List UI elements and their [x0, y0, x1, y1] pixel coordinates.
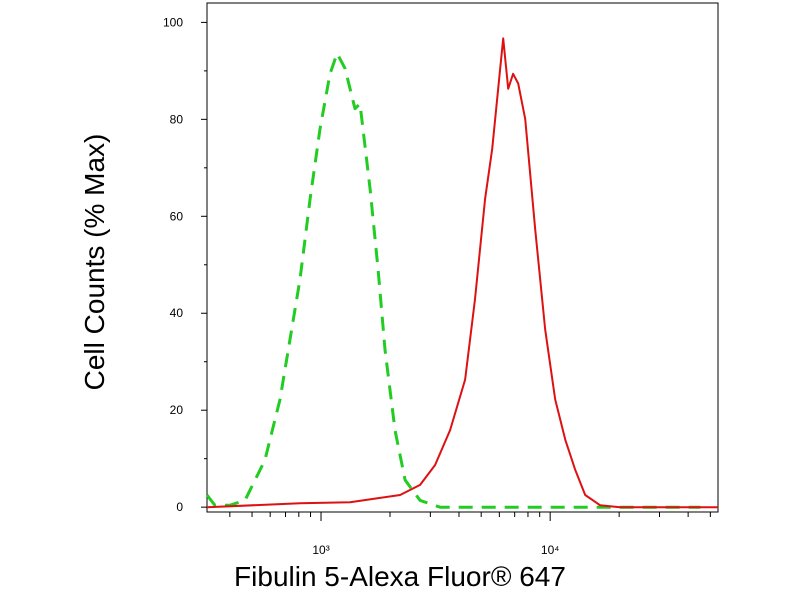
y-axis-title: Cell Counts (% Max): [79, 134, 110, 391]
y-tick-label: 100: [163, 15, 183, 29]
series-line: [206, 37, 718, 509]
y-tick-label: 20: [170, 403, 184, 417]
series-line: [205, 51, 701, 509]
x-tick-label: 10⁴: [541, 543, 560, 557]
x-axis-title: Fibulin 5-Alexa Fluor® 647: [234, 561, 566, 592]
y-tick-label: 80: [170, 112, 184, 126]
plot-frame: [206, 2, 719, 513]
y-tick-label: 40: [170, 306, 184, 320]
y-tick-label: 60: [170, 209, 184, 223]
x-tick-label: 10³: [312, 543, 329, 557]
y-tick-label: 0: [176, 500, 183, 514]
